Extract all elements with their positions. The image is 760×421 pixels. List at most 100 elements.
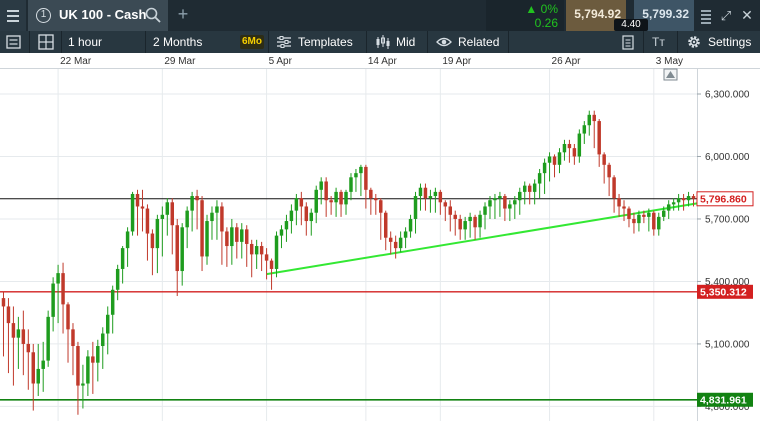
candle-body bbox=[448, 206, 453, 215]
candle-body bbox=[140, 206, 145, 209]
candle-body bbox=[150, 233, 155, 249]
y-tick-label: 5,700.000 bbox=[705, 214, 750, 225]
candle-body bbox=[453, 214, 457, 219]
candle-body bbox=[185, 210, 189, 228]
y-tick-label: 5,100.000 bbox=[705, 339, 750, 350]
layout-grid-icon[interactable] bbox=[34, 31, 58, 53]
candle-body bbox=[200, 200, 204, 257]
templates-icon[interactable] bbox=[276, 31, 292, 53]
candle-body bbox=[16, 329, 21, 338]
chart-toolbar: 1 hour 2 Months 6Mo Templates Mid bbox=[0, 31, 760, 53]
candle-body bbox=[101, 333, 105, 347]
candle-body bbox=[508, 204, 512, 209]
candle-body bbox=[115, 268, 120, 290]
candle-body bbox=[230, 227, 234, 247]
candle-body bbox=[408, 218, 413, 232]
candle-body bbox=[6, 306, 11, 324]
expand-icon[interactable]: ⤢ bbox=[720, 8, 732, 23]
candle-body bbox=[438, 191, 443, 203]
up-arrow-icon: ▲ bbox=[525, 2, 538, 16]
candle-body bbox=[488, 200, 492, 207]
chart-background bbox=[0, 53, 760, 421]
candle-body bbox=[294, 198, 299, 211]
candle-body bbox=[577, 133, 582, 157]
candlestick-icon[interactable] bbox=[375, 31, 391, 53]
gear-icon[interactable] bbox=[686, 31, 702, 53]
candle-body bbox=[478, 214, 482, 228]
instrument-name[interactable]: UK 100 - Cash bbox=[59, 7, 147, 22]
range-badge[interactable]: 6Mo bbox=[240, 35, 264, 49]
candle-body bbox=[359, 166, 363, 174]
candle-body bbox=[676, 198, 681, 203]
candle-body bbox=[274, 235, 279, 269]
candle-body bbox=[46, 316, 50, 361]
x-tick-label: 19 Apr bbox=[442, 56, 472, 67]
price-axis-background bbox=[697, 53, 760, 421]
candle-body bbox=[552, 156, 557, 165]
templates-button[interactable]: Templates bbox=[298, 35, 353, 49]
spread-badge: 4.40 bbox=[614, 19, 648, 31]
candle-body bbox=[413, 196, 418, 219]
candle-body bbox=[632, 218, 636, 224]
drag-handle-icon[interactable] bbox=[697, 0, 715, 31]
close-icon[interactable]: ✕ bbox=[741, 7, 753, 23]
candle-body bbox=[433, 191, 438, 197]
x-tick-label: 22 Mar bbox=[60, 56, 92, 67]
candle-body bbox=[96, 346, 100, 363]
settings-button[interactable]: Settings bbox=[708, 35, 752, 49]
candle-body bbox=[527, 185, 532, 192]
title-bar: 1 UK 100 - Cash + ▲ 0% 0.26 5,794.92 5,7… bbox=[0, 0, 760, 31]
candle-body bbox=[612, 177, 616, 199]
range-dropdown[interactable]: 2 Months bbox=[153, 35, 203, 49]
candle-body bbox=[518, 191, 522, 201]
related-button[interactable]: Related bbox=[458, 35, 500, 49]
price-chart[interactable]: 22 Mar 29 Mar 5 Apr 14 Apr 19 Apr 26 Apr 3 May… bbox=[0, 53, 760, 421]
candle-body bbox=[76, 346, 80, 386]
candle-body bbox=[602, 154, 606, 165]
delete-drawings-icon[interactable] bbox=[621, 31, 635, 53]
candle-body bbox=[354, 173, 358, 178]
candle-body bbox=[423, 187, 428, 199]
candle-body bbox=[572, 148, 577, 157]
y-tick-label: 6,300.000 bbox=[705, 89, 750, 100]
instrument-tab[interactable]: 1 UK 100 - Cash bbox=[28, 0, 168, 31]
candle-body bbox=[71, 329, 75, 347]
panel-toggle-icon[interactable] bbox=[0, 31, 28, 53]
candle-body bbox=[597, 121, 601, 155]
buy-price: 5,799.32 bbox=[642, 7, 689, 21]
chart-canvas[interactable]: 22 Mar 29 Mar 5 Apr 14 Apr 19 Apr 26 Apr 3 May… bbox=[0, 53, 760, 421]
candle-body bbox=[145, 208, 150, 234]
hamburger-menu-icon[interactable] bbox=[0, 0, 26, 31]
up-triangle-icon bbox=[666, 71, 675, 78]
sell-button[interactable]: 5,794.92 bbox=[566, 0, 626, 31]
candle-body bbox=[383, 212, 388, 238]
candle-body bbox=[81, 383, 85, 386]
add-tab-icon[interactable]: + bbox=[177, 4, 189, 24]
candle-body bbox=[51, 283, 55, 317]
candle-body bbox=[1, 298, 6, 307]
text-size-icon[interactable]: Tт bbox=[652, 35, 665, 49]
price-type-dropdown[interactable]: Mid bbox=[396, 35, 416, 49]
candle-body bbox=[388, 237, 393, 242]
info-icon[interactable]: 1 bbox=[36, 8, 51, 23]
candle-body bbox=[503, 196, 507, 209]
candle-body bbox=[175, 225, 179, 272]
candle-body bbox=[61, 273, 65, 305]
candle-body bbox=[666, 204, 671, 211]
candle-body bbox=[210, 212, 214, 222]
search-icon[interactable] bbox=[145, 7, 161, 23]
support-tag: 4,831.961 bbox=[700, 395, 747, 407]
candle-body bbox=[220, 206, 224, 232]
candle-body bbox=[617, 198, 621, 207]
candle-body bbox=[418, 187, 423, 197]
candle-body bbox=[532, 183, 537, 192]
candle-body bbox=[661, 210, 666, 217]
interval-dropdown[interactable]: 1 hour bbox=[68, 35, 103, 49]
x-tick-label: 3 May bbox=[656, 56, 683, 67]
eye-icon[interactable] bbox=[436, 31, 452, 53]
candle-body bbox=[627, 208, 631, 219]
candle-body bbox=[105, 314, 110, 334]
candle-body bbox=[21, 329, 26, 344]
candle-body bbox=[647, 212, 651, 217]
